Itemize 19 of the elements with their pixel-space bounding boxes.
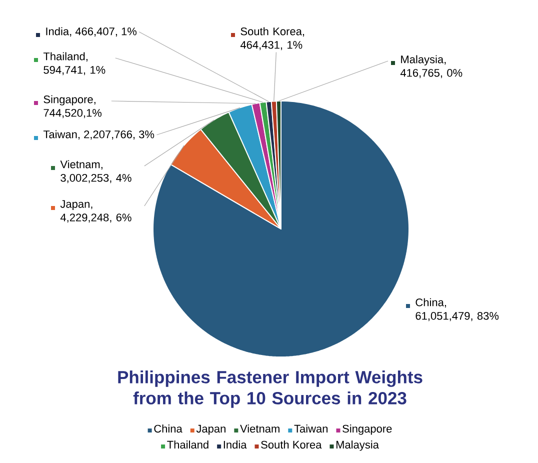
data-label: Japan, 4,229,248, 6% (60, 200, 132, 223)
legend-label: China (154, 424, 182, 433)
data-label: China, 61,051,479, 83% (416, 298, 499, 322)
data-label: India, 466,407, 1% (46, 27, 137, 37)
legend-label: Thailand (167, 440, 208, 449)
legend-label: Vietnam (240, 424, 280, 433)
legend-label: Japan (196, 424, 226, 435)
data-label: Taiwan, 2,207,766, 3% (43, 130, 154, 140)
data-label: Vietnam, 3,002,253, 4% (60, 160, 132, 184)
legend-label: Singapore (342, 424, 392, 435)
text: Philippines Fastener Import Weights from the Top 10 Sources in 2023 (118, 370, 422, 408)
legend-label: Taiwan (294, 424, 328, 433)
data-label: Singapore, 744,520,1% (44, 95, 102, 118)
data-label: Thailand, 594,741, 1% (43, 52, 106, 76)
legend-label: India (224, 440, 247, 449)
legend-label: South Korea (261, 440, 322, 449)
data-label: South Korea, 464,431, 1% (240, 27, 304, 50)
data-label: Malaysia, 416,765, 0% (400, 55, 462, 78)
legend-label: Malaysia (336, 440, 379, 451)
